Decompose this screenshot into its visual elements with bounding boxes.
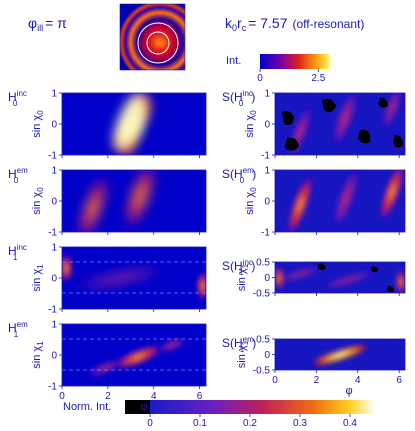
y-tick-label: 0 — [51, 351, 57, 362]
x-tick-label: 2 — [105, 391, 111, 402]
panel-label: S(Hinc 1) — [222, 258, 255, 277]
colorbar-tick-label: 0 — [147, 418, 153, 429]
y-tick-label: 0 — [264, 350, 270, 361]
x-tick-label: 6 — [197, 391, 203, 402]
heatmap-s-h0-inc — [275, 93, 405, 155]
panel-label: Hem 1 — [8, 320, 28, 339]
y-tick-label: -1 — [48, 151, 57, 162]
colorbar-top-ticks: 0 2.5 — [257, 69, 326, 84]
y-axis-label: sin χ0 — [31, 187, 45, 215]
y-tick-label: 0 — [51, 197, 57, 208]
y-tick-label: 0 — [264, 273, 270, 284]
y-tick-label: 1 — [264, 166, 270, 177]
heatmap-h1-inc — [62, 247, 206, 309]
panel-S-H1-inc: -0.5 0 0.5 sin χ1S(Hinc 1) — [222, 258, 406, 300]
panel-S-H0-em: -1 0 1 sin χ0 S(Hem 0) — [222, 166, 406, 239]
colorbar-bottom-ticks: 0 0.1 0.2 0.3 0.4 — [147, 414, 357, 429]
field-inset — [120, 4, 185, 70]
y-axis-label: sin χ1 — [31, 341, 45, 369]
panel-H1-inc: -1 0 1 sin χ1 Hinc 1 — [8, 243, 207, 316]
y-tick-label: 0.5 — [256, 258, 270, 269]
y-tick-label: -1 — [48, 305, 57, 316]
y-tick-label: -0.5 — [253, 289, 271, 300]
panel-label: S(Hem 0) — [222, 166, 256, 185]
y-axis-label: sin χ0 — [244, 110, 258, 138]
heatmap-s-h1-inc — [275, 262, 405, 293]
x-tick-label: 0 — [272, 375, 278, 386]
heatmap-s-h0-em — [275, 170, 405, 232]
y-tick-label: 0 — [51, 120, 57, 131]
panel-label: Hinc 0 — [8, 89, 27, 108]
y-axis-label: sin χ1 — [236, 340, 250, 368]
panel-label: S(Hem 1) — [222, 335, 256, 354]
phi-ill-label: φill = π — [28, 15, 67, 33]
colorbar-tick-label: 0 — [257, 73, 263, 84]
x-tick-label: 4 — [151, 391, 157, 402]
y-tick-label: 1 — [51, 320, 57, 331]
colorbar-tick-label: 0.3 — [293, 418, 307, 429]
y-tick-label: 0.5 — [256, 335, 270, 346]
k0rc-label: k0rc = 7.57 (off-resonant) — [225, 15, 364, 33]
x-axis-label: φ — [141, 401, 148, 413]
heatmap-h1-em — [62, 324, 206, 386]
colorbar-tick-label: 0.2 — [243, 418, 257, 429]
heatmap-h0-em — [62, 170, 206, 232]
colorbar-tick-label: 0.4 — [343, 418, 357, 429]
x-tick-label: 4 — [355, 375, 361, 386]
x-tick-label: 2 — [314, 375, 320, 386]
panel-label: Hem 0 — [8, 166, 28, 185]
y-axis-label: sin χ1 — [236, 263, 250, 291]
y-tick-label: -1 — [48, 228, 57, 239]
y-tick-label: 0 — [264, 197, 270, 208]
y-tick-label: 1 — [264, 89, 270, 100]
y-axis-label: sin χ1 — [31, 264, 45, 292]
y-tick-label: 1 — [51, 166, 57, 177]
colorbar-top-label: Int. — [226, 55, 241, 67]
panel-label: Hinc 1 — [8, 243, 27, 262]
panel-label: S(Hinc 0) — [222, 89, 255, 108]
heatmap-h0-inc — [62, 93, 206, 155]
colorbar-top — [260, 54, 330, 69]
y-tick-label: -1 — [261, 151, 270, 162]
y-tick-label: -1 — [48, 382, 57, 393]
y-tick-label: 0 — [264, 120, 270, 131]
colorbar-tick-label: 0.1 — [193, 418, 207, 429]
x-tick-label: 0 — [59, 391, 65, 402]
panel-S-H0-inc: -1 0 1 sin χ0 S(Hinc 0) — [222, 89, 406, 162]
y-tick-label: 1 — [51, 243, 57, 254]
colorbar-bottom-label: Norm. Int. — [63, 401, 111, 413]
panel-H0-inc: -1 0 1 sin χ0 Hinc 0 — [8, 89, 207, 162]
x-tick-label: 6 — [396, 375, 402, 386]
y-tick-label: -0.5 — [253, 366, 271, 377]
colorbar-tick-label: 2.5 — [311, 73, 325, 84]
y-tick-label: 1 — [51, 89, 57, 100]
colorbar-bottom — [125, 400, 375, 414]
y-tick-label: -1 — [261, 228, 270, 239]
y-axis-label: sin χ0 — [244, 187, 258, 215]
x-axis-label: φ — [346, 385, 353, 397]
y-axis-label: sin χ0 — [31, 110, 45, 138]
heatmap-s-h1-em — [275, 339, 405, 370]
field-inset-frame — [119, 3, 186, 71]
y-tick-label: 0 — [51, 274, 57, 285]
